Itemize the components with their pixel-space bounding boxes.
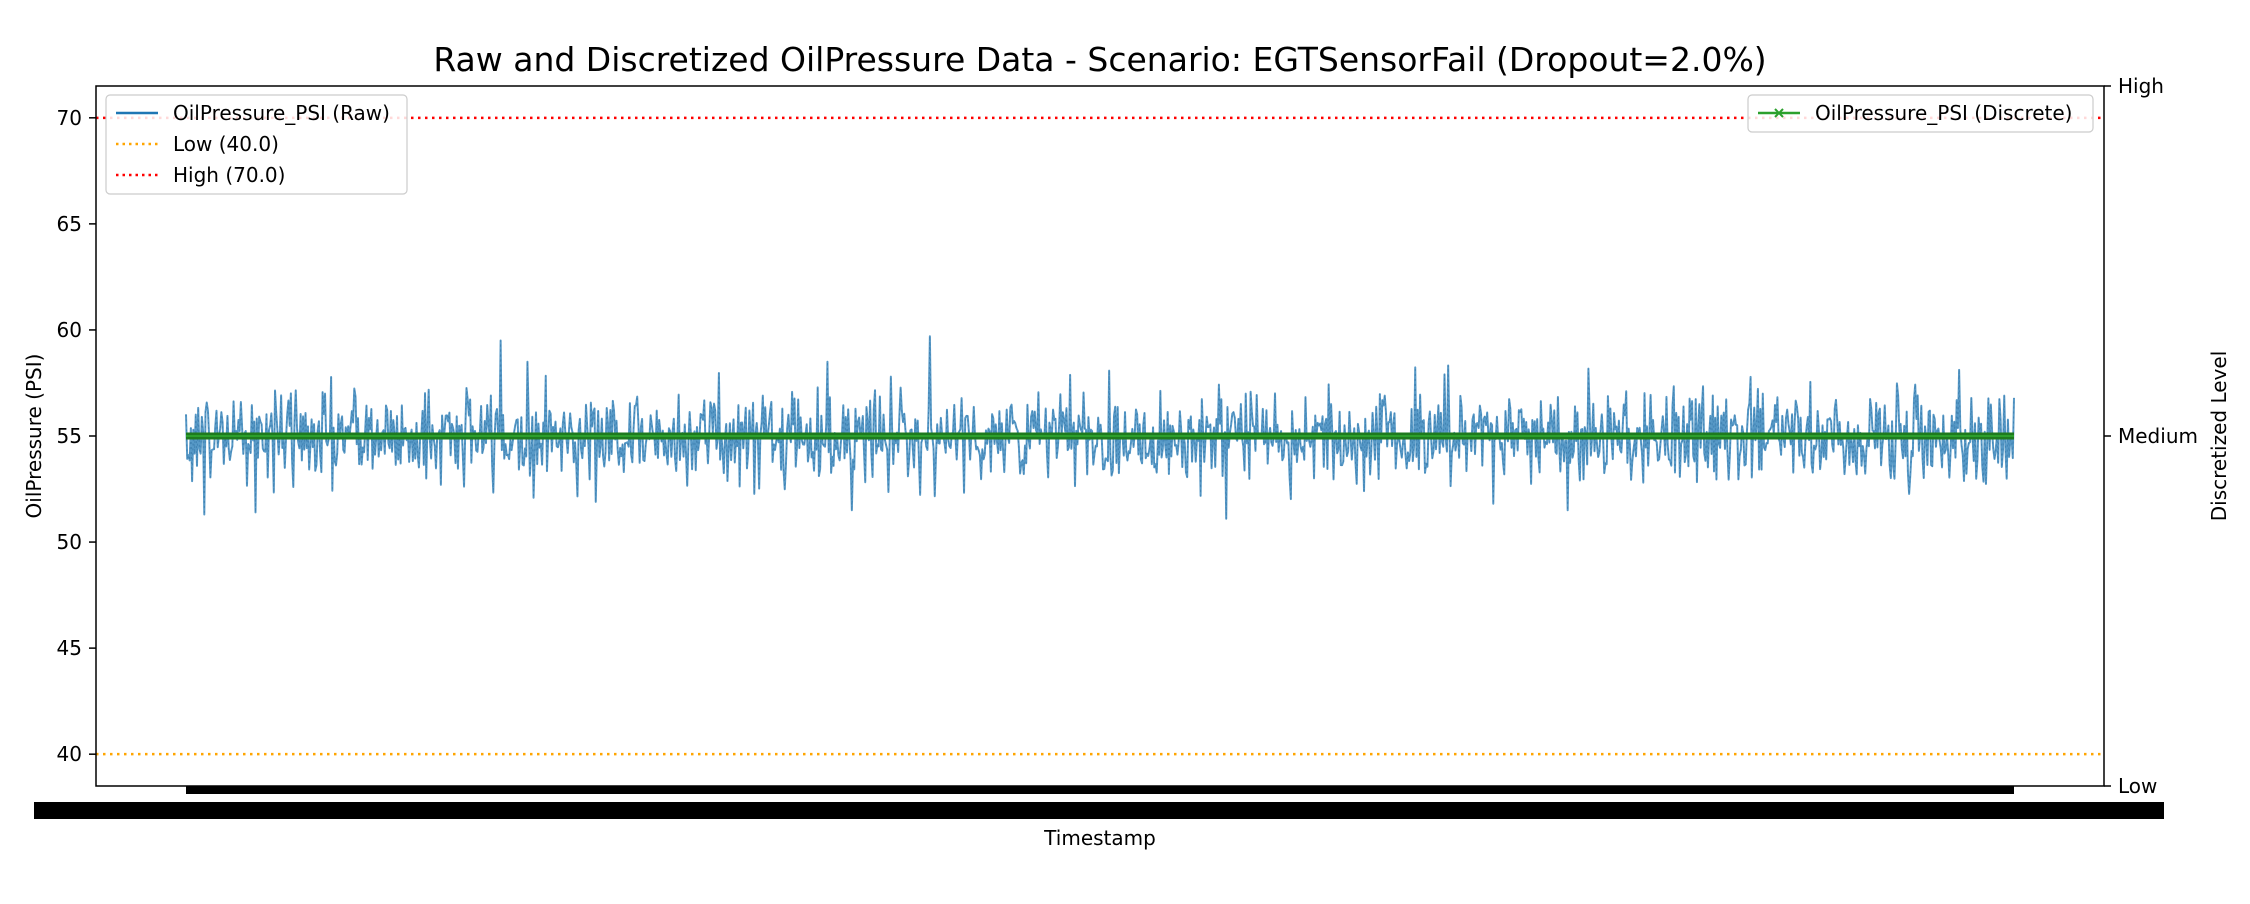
y2-axis-label: Discretized Level [2207, 351, 2231, 522]
legend-left: OilPressure_PSI (Raw) Low (40.0) High (7… [105, 94, 408, 195]
y-tick-label: 65 [57, 212, 82, 236]
y-tick-label: 55 [57, 424, 82, 448]
x-tick-labels-overlap [34, 802, 2164, 819]
x-tick-label-band [34, 786, 2164, 819]
y2-tick-label: Low [2118, 774, 2157, 798]
legend-low-label: Low (40.0) [173, 132, 279, 156]
x-axis-label: Timestamp [1043, 826, 1156, 850]
y-tick-label: 60 [57, 318, 82, 342]
legend-right: OilPressure_PSI (Discrete) [1747, 94, 2094, 133]
y-tick-label: 40 [57, 742, 82, 766]
y2-tick-label: Medium [2118, 424, 2198, 448]
x-major-tick-band [186, 786, 2014, 794]
legend-right-box [1747, 94, 2094, 133]
legend-raw-label: OilPressure_PSI (Raw) [173, 101, 390, 125]
y-tick-label: 45 [57, 636, 82, 660]
y-tick-label: 70 [57, 106, 82, 130]
chart-title: Raw and Discretized OilPressure Data - S… [433, 40, 1766, 79]
y-tick-label: 50 [57, 530, 82, 554]
legend-discrete-label: OilPressure_PSI (Discrete) [1815, 101, 2072, 125]
legend-left-box [105, 94, 408, 195]
y-axis-label: OilPressure (PSI) [22, 354, 46, 519]
legend-high-label: High (70.0) [173, 163, 285, 187]
legend-discrete-marker [1774, 108, 1784, 118]
y2-tick-label: High [2118, 74, 2164, 98]
